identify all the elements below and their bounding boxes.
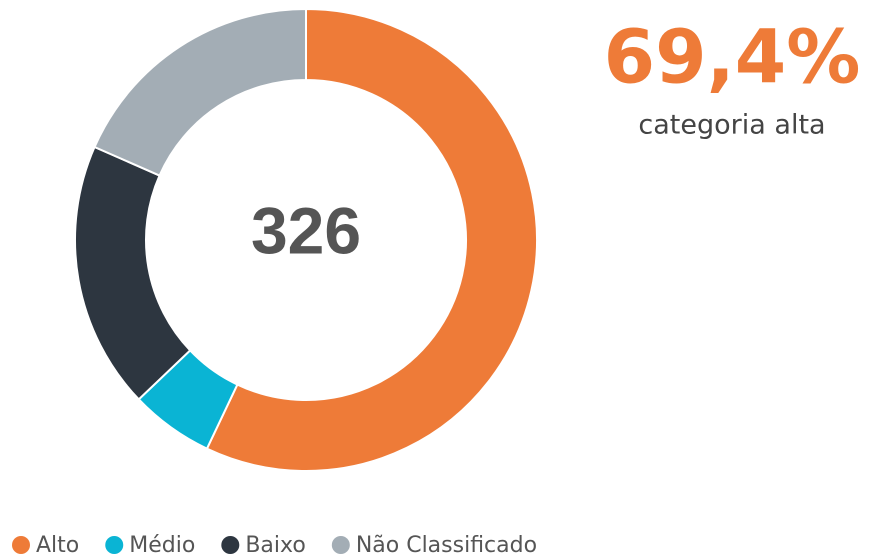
legend-label: Médio [129, 533, 195, 557]
legend-label: Baixo [245, 533, 306, 557]
donut-segment [93, 7, 307, 177]
legend-swatch [331, 536, 350, 554]
legend-swatch [105, 536, 124, 554]
kpi-label: categoria alta [638, 110, 825, 141]
legend-label: Não Classificado [356, 533, 537, 557]
kpi-value: 69,4% [604, 15, 861, 101]
legend-swatch [221, 536, 240, 554]
legend-swatch [12, 536, 30, 554]
legend-label: Alto [36, 533, 79, 557]
center-total: 326 [251, 193, 361, 267]
donut-segment [205, 7, 538, 472]
donut-segment [74, 145, 192, 401]
